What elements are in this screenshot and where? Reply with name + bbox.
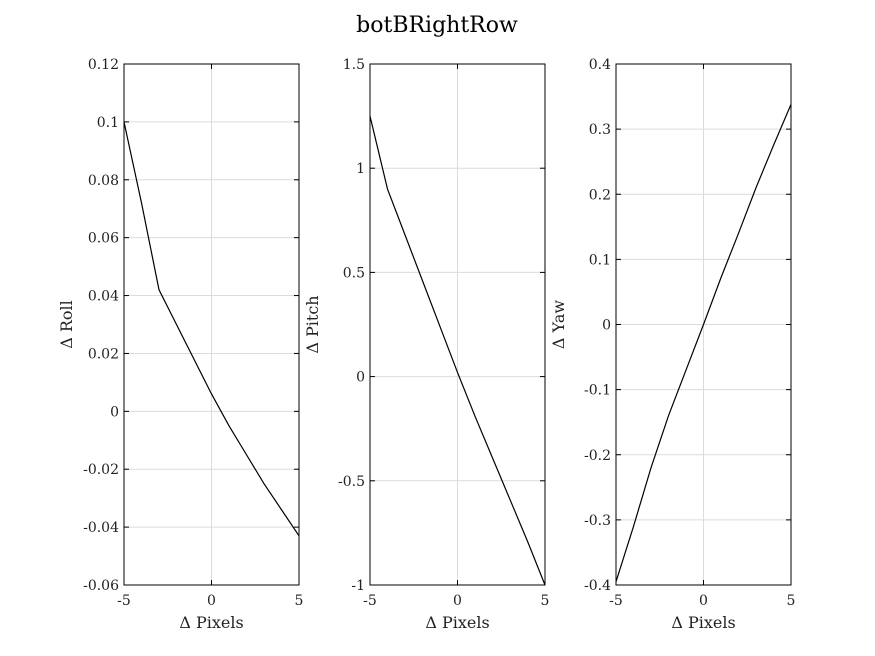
y-tick-label: -0.02	[83, 462, 119, 478]
y-tick-label: 0.08	[88, 173, 119, 189]
x-tick-label: 0	[699, 593, 708, 609]
y-tick-label: -1	[351, 578, 365, 594]
x-tick-label: 0	[207, 593, 216, 609]
y-tick-label: 0	[110, 404, 119, 420]
x-axis-label: Δ Pixels	[671, 613, 735, 632]
y-tick-label: 0	[602, 318, 611, 334]
y-tick-label: 0.06	[88, 231, 119, 247]
y-tick-label: 0.1	[97, 115, 119, 131]
series-line-1	[123, 121, 300, 537]
y-tick-label: -0.06	[83, 578, 119, 594]
y-tick-label: 0.1	[589, 252, 611, 268]
subplot-2: -5 0 5 -1 -0.5 0 0.5 1 1.5 Δ Pixels Δ Pitch	[303, 57, 549, 632]
y-tick-label: 0.02	[88, 346, 119, 362]
y-tick-label: 1.5	[343, 57, 365, 73]
y-axis-label: Δ Pitch	[303, 295, 322, 353]
x-tick-label: 0	[453, 593, 462, 609]
y-tick-label: 0.4	[589, 57, 611, 73]
x-tick-label: 5	[295, 593, 304, 609]
x-axis-label: Δ Pixels	[425, 613, 489, 632]
subplot-1: -5 0 5 -0.06 -0.04 -0.02 0 0.02 0.04 0.06 0.08 0.1 0…	[57, 57, 303, 632]
series-line-1	[369, 115, 546, 586]
x-tick-label: -5	[363, 593, 377, 609]
x-tick-label: -5	[609, 593, 623, 609]
x-tick-label: 5	[787, 593, 796, 609]
y-tick-label: -0.3	[584, 513, 611, 529]
y-tick-label: -0.2	[584, 448, 611, 464]
y-tick-label: 0.12	[88, 57, 119, 73]
y-tick-label: -0.04	[83, 520, 119, 536]
series-line-1	[615, 104, 792, 582]
x-tick-label: -5	[117, 593, 131, 609]
x-axis-label: Δ Pixels	[179, 613, 243, 632]
y-tick-label: -0.1	[584, 383, 611, 399]
subplot-panels: -5 0 5 -0.06 -0.04 -0.02 0 0.02 0.04 0.06 0.08 0.1 0…	[57, 57, 795, 632]
y-tick-label: 0.2	[589, 187, 611, 203]
y-tick-label: 0.3	[589, 122, 611, 138]
y-tick-label: 0	[356, 370, 365, 386]
figure-title: botBRightRow	[356, 13, 518, 38]
subplot-3: -5 0 5 -0.4 -0.3 -0.2 -0.1 0 0.1 0.2 0.3 0.4 Δ Pixel…	[549, 57, 795, 632]
y-tick-label: -0.5	[338, 474, 365, 490]
y-axis-label: Δ Roll	[57, 300, 76, 349]
y-tick-label: -0.4	[584, 578, 611, 594]
x-tick-label: 5	[541, 593, 550, 609]
y-axis-label: Δ Yaw	[549, 300, 568, 350]
y-tick-label: 0.5	[343, 265, 365, 281]
y-tick-label: 0.04	[88, 289, 119, 305]
y-tick-label: 1	[356, 161, 365, 177]
